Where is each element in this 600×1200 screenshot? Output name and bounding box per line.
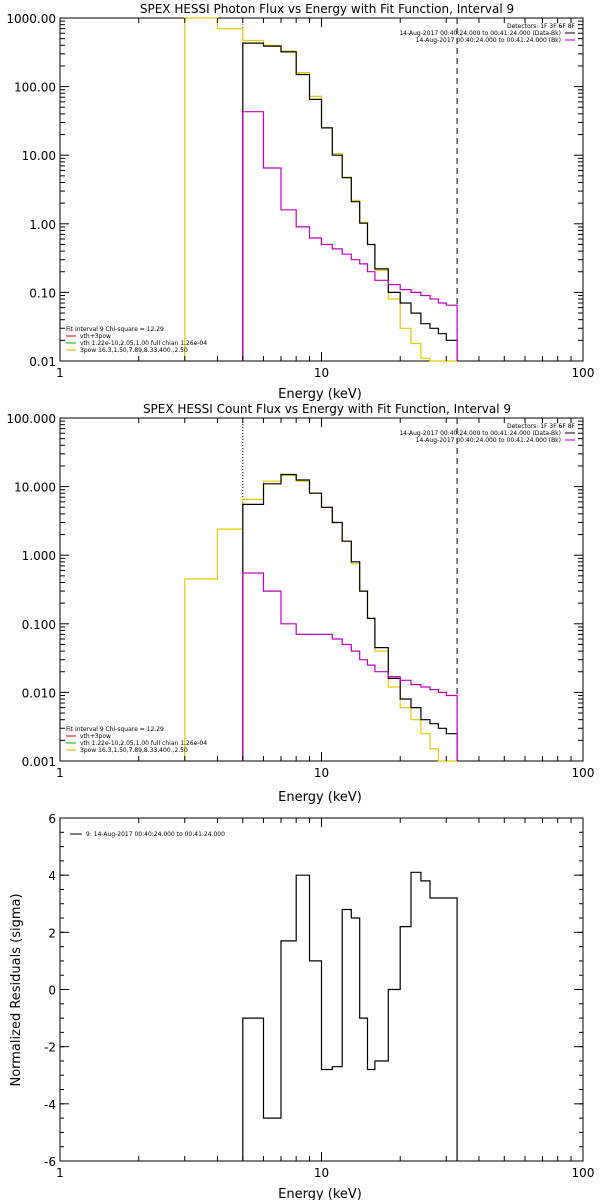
histogram-series-0 xyxy=(184,474,458,762)
histogram-series-0 xyxy=(242,871,458,1161)
photon-flux-legend-fit: Fit Interval 9 Chi-square = 12.29vth+3po… xyxy=(66,326,207,354)
y-tick-label: 1.00 xyxy=(29,218,56,232)
legend-entry: 14-Aug-2017 00:40:24.000 to 00:41:24.000… xyxy=(399,30,561,37)
residuals-xlabel: Energy (keV) xyxy=(278,1187,362,1200)
y-tick-label: 0.01 xyxy=(29,355,56,369)
residuals-series xyxy=(242,871,458,1161)
x-tick-label: 1 xyxy=(56,366,64,380)
histogram-series-2 xyxy=(242,572,458,761)
y-tick-label: -6 xyxy=(44,1155,56,1169)
count-flux-title: SPEX HESSI Count Flux vs Energy with Fit… xyxy=(143,402,511,416)
legend-entry: vth 1.22e-10,2.05,1.00 full chian 1.26e-… xyxy=(80,340,207,347)
y-tick-label: 1.000 xyxy=(22,549,56,563)
residuals-ylabel: Normalized Residuals (sigma) xyxy=(9,893,24,1086)
x-tick-label: 1 xyxy=(56,1166,64,1180)
y-tick-label: 2 xyxy=(48,926,56,940)
legend-detectors-header: Detectors: 1F 3F 6F 8F xyxy=(507,423,576,430)
legend-entry: 14-Aug-2017 00:40:24.000 to 00:41:24.000… xyxy=(416,37,561,44)
legend-entry: vth 1.22e-10,2.05,1.00 full chian 1.26e-… xyxy=(80,740,207,747)
count-flux-panel: SPEX HESSI Count Flux vs Energy with Fit… xyxy=(6,402,594,805)
count-flux-series xyxy=(184,418,458,762)
y-tick-label: 4 xyxy=(48,869,56,883)
legend-fit-header: Fit Interval 9 Chi-square = 12.29 xyxy=(66,326,164,333)
legend-entry: 3pow 16.3,1.50,7.89,8.33,400.,2.50 xyxy=(80,747,188,754)
x-tick-label: 10 xyxy=(314,1166,329,1180)
count-flux-ticks: 1 10 100 0.001 0.010 0.100 1.000 10.000 100.000 xyxy=(6,412,594,780)
y-tick-label: 100.00 xyxy=(14,81,56,95)
photon-flux-series xyxy=(184,17,458,362)
y-tick-label: 100.000 xyxy=(6,412,56,426)
y-tick-label: -2 xyxy=(44,1041,56,1055)
x-tick-label: 10 xyxy=(314,366,329,380)
residuals-panel: 1 10 100 -6 -4 -2 0 2 4 6 Energy (keV) Normalized… xyxy=(9,812,594,1200)
x-tick-label: 10 xyxy=(314,766,329,780)
legend-entry: 3pow 16.3,1.50,7.89,8.33,400.,2.50 xyxy=(80,347,188,354)
photon-flux-plot-area xyxy=(59,17,584,362)
y-tick-label: 10.000 xyxy=(14,481,56,495)
legend-fit-header: Fit Interval 9 Chi-square = 12.29 xyxy=(66,726,164,733)
legend-entry: 9: 14-Aug-2017 00:40:24.000 to 00:41:24.… xyxy=(86,831,225,838)
histogram-series-2 xyxy=(242,111,458,361)
histogram-series-1 xyxy=(242,473,458,761)
y-tick-label: -4 xyxy=(44,1098,56,1112)
y-tick-label: 0.010 xyxy=(22,686,56,700)
legend-detectors-header: Detectors: 1F 3F 6F 8F xyxy=(507,23,576,30)
legend-entry: 14-Aug-2017 00:40:24.000 to 00:41:24.000… xyxy=(399,430,561,437)
count-flux-plot-area xyxy=(59,417,584,762)
legend-entry: 14-Aug-2017 00:40:24.000 to 00:41:24.000… xyxy=(416,437,561,444)
photon-flux-xlabel: Energy (keV) xyxy=(278,387,362,402)
x-tick-label: 100 xyxy=(572,1166,595,1180)
legend-entry: vth+3pow xyxy=(80,733,111,740)
y-tick-label: 0.100 xyxy=(22,618,56,632)
x-tick-label: 100 xyxy=(572,766,595,780)
y-tick-label: 0 xyxy=(48,984,56,998)
y-tick-label: 1000.00 xyxy=(6,12,56,26)
y-tick-label: 6 xyxy=(48,812,56,826)
photon-flux-panel: SPEX HESSI Photon Flux vs Energy with Fi… xyxy=(6,2,594,402)
count-flux-xlabel: Energy (keV) xyxy=(278,790,362,805)
residuals-legend: 9: 14-Aug-2017 00:40:24.000 to 00:41:24.… xyxy=(70,831,225,838)
y-tick-label: 0.10 xyxy=(29,286,56,300)
y-tick-label: 0.001 xyxy=(22,755,56,769)
x-tick-label: 100 xyxy=(572,366,595,380)
photon-flux-title: SPEX HESSI Photon Flux vs Energy with Fi… xyxy=(140,2,514,16)
count-flux-legend-fit: Fit Interval 9 Chi-square = 12.29vth+3po… xyxy=(66,726,207,754)
x-tick-label: 1 xyxy=(56,766,64,780)
histogram-series-0 xyxy=(184,17,458,362)
y-tick-label: 10.00 xyxy=(22,149,56,163)
legend-entry: vth+3pow xyxy=(80,333,111,340)
histogram-series-1 xyxy=(242,42,458,361)
photon-flux-ticks: 1 10 100 0.01 0.10 1.00 10.00 100.00 1000.00 xyxy=(6,12,594,380)
residuals-ticks: 1 10 100 -6 -4 -2 0 2 4 6 xyxy=(44,812,594,1180)
